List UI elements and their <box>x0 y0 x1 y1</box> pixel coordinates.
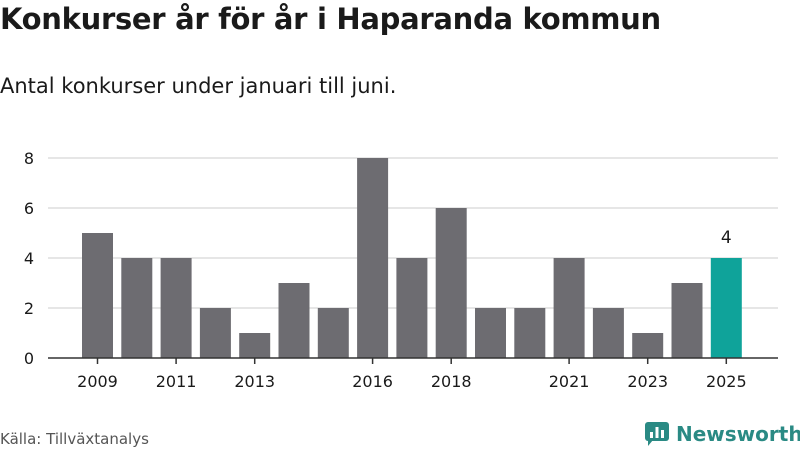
y-tick-label: 2 <box>24 299 34 318</box>
bar-2015 <box>317 308 349 358</box>
data-label-2025: 4 <box>721 228 732 248</box>
x-tick-label: 2016 <box>352 372 393 391</box>
x-tick-label: 2013 <box>234 372 275 391</box>
x-tick-label: 2023 <box>627 372 668 391</box>
bar-2024 <box>671 283 703 358</box>
bar-2017 <box>396 258 428 358</box>
bar-2014 <box>278 283 310 358</box>
y-tick-label: 0 <box>24 349 34 368</box>
x-axis-ticks: 2009 2011 2013 2016 2018 2021 2023 2025 <box>77 358 747 391</box>
bar-2013 <box>239 333 271 358</box>
y-tick-label: 4 <box>24 249 34 268</box>
chart-subtitle: Antal konkurser under januari till juni. <box>0 74 397 98</box>
bar-2022 <box>592 308 624 358</box>
bar-2010 <box>121 258 153 358</box>
bar-2016 <box>357 158 389 358</box>
bar-2020 <box>514 308 546 358</box>
bars <box>48 158 778 359</box>
y-tick-label: 6 <box>24 199 34 218</box>
x-tick-label: 2025 <box>706 372 747 391</box>
x-tick-label: 2018 <box>431 372 472 391</box>
y-axis-ticks: 0 2 4 6 8 <box>24 149 34 368</box>
data-labels: 4 <box>721 228 732 248</box>
bar-2018 <box>435 208 467 358</box>
bar-2021 <box>553 258 585 358</box>
bar-2009 <box>82 233 113 358</box>
source-note: Källa: Tillväxtanalys <box>0 430 149 448</box>
bar-2011 <box>160 258 192 358</box>
bar-2025 <box>710 258 742 358</box>
x-tick-label: 2009 <box>77 372 118 391</box>
x-tick-label: 2021 <box>549 372 590 391</box>
logo-text: Newsworthy <box>676 422 800 446</box>
bar-2012 <box>199 308 231 358</box>
bar-chart: 0 2 4 6 8 2009 2011 2013 2016 2018 2021 2023 2025 4 <box>24 149 778 391</box>
bar-2023 <box>632 333 664 358</box>
newsworthy-logo: Newsworthy <box>644 421 800 447</box>
chart-title: Konkurser år för år i Haparanda kommun <box>0 2 661 36</box>
x-tick-label: 2011 <box>156 372 197 391</box>
bar-chart-speech-bubble-icon <box>645 422 669 446</box>
bar-2019 <box>475 308 506 358</box>
y-tick-label: 8 <box>24 149 34 168</box>
